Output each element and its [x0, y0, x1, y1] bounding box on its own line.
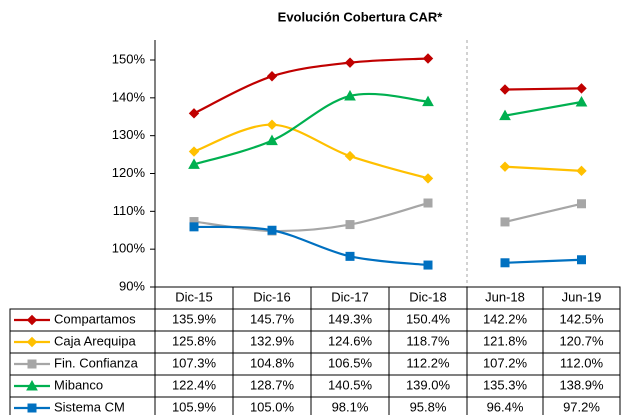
x-tick-label: Jun-18 — [485, 289, 525, 304]
legend-label: Compartamos — [54, 311, 136, 326]
table-cell: 95.8% — [410, 399, 447, 414]
x-tick-label: Dic-18 — [409, 289, 447, 304]
table-cell: 120.7% — [559, 333, 604, 348]
data-point — [577, 199, 586, 209]
table-cell: 125.8% — [172, 333, 217, 348]
data-point — [266, 134, 278, 146]
table-cell: 104.8% — [250, 355, 295, 370]
y-tick-label: 100% — [112, 241, 146, 256]
table-cell: 107.2% — [483, 355, 528, 370]
y-tick-label: 110% — [113, 203, 146, 218]
data-point — [499, 84, 511, 95]
table-cell: 135.9% — [172, 311, 217, 326]
data-point — [188, 158, 200, 169]
series-line — [504, 87, 582, 91]
legend-label: Fin. Confianza — [54, 355, 139, 370]
data-point — [189, 222, 199, 232]
table-cell: 118.7% — [406, 333, 450, 348]
series-line — [193, 92, 429, 166]
data-point — [267, 225, 277, 235]
table-cell: 105.9% — [172, 399, 217, 414]
table-cell: 122.4% — [172, 377, 217, 392]
table-cell: 142.5% — [559, 311, 604, 326]
data-point — [577, 255, 586, 265]
data-point — [499, 161, 511, 172]
table-cell: 145.7% — [250, 311, 295, 326]
legend-label: Mibanco — [54, 377, 103, 392]
data-point — [500, 258, 510, 268]
table-cell: 150.4% — [406, 311, 451, 326]
legend-marker — [26, 379, 38, 391]
x-tick-label: Dic-15 — [175, 289, 213, 304]
data-point — [188, 108, 200, 119]
data-point — [188, 146, 200, 157]
data-point — [500, 217, 510, 227]
data-point — [266, 71, 278, 82]
table-cell: 106.5% — [328, 355, 373, 370]
data-point — [422, 173, 434, 184]
table-cell: 128.7% — [250, 377, 295, 392]
legend-marker — [26, 314, 38, 326]
legend-marker — [27, 359, 37, 369]
data-point — [345, 251, 355, 261]
table-cell: 112.0% — [560, 355, 604, 370]
table-cell: 142.2% — [483, 311, 528, 326]
data-point — [422, 95, 434, 107]
table-cell: 121.8% — [483, 333, 528, 348]
table-header-border — [154, 286, 621, 310]
series-line — [504, 165, 582, 172]
series-line — [193, 225, 429, 267]
data-point — [422, 53, 434, 64]
series-line — [504, 100, 582, 117]
data-point — [423, 260, 433, 270]
series-line — [193, 123, 429, 180]
x-tick-label: Dic-17 — [331, 289, 369, 304]
legend-label: Caja Arequipa — [54, 333, 136, 348]
series-line — [193, 57, 429, 115]
data-point — [344, 89, 356, 101]
data-point — [423, 198, 433, 208]
table-cell: 96.4% — [487, 399, 524, 414]
table-cell: 149.3% — [328, 311, 373, 326]
table-cell: 138.9% — [559, 377, 604, 392]
legend-label: Sistema CM — [54, 399, 125, 414]
legend-marker — [27, 403, 37, 413]
y-tick-label: 140% — [112, 89, 146, 104]
table-cell: 135.3% — [483, 377, 528, 392]
y-tick-label: 130% — [112, 127, 146, 142]
table-cell: 98.1% — [332, 399, 369, 414]
series-line — [504, 258, 582, 264]
table-cell: 132.9% — [250, 333, 295, 348]
data-point — [575, 95, 588, 107]
y-tick-label: 120% — [112, 165, 146, 180]
table-cell: 139.0% — [406, 377, 451, 392]
series-line — [504, 202, 582, 223]
data-point — [576, 165, 587, 177]
y-tick-label: 90% — [119, 278, 145, 293]
table-cell: 97.2% — [563, 399, 600, 414]
x-tick-label: Dic-16 — [253, 289, 291, 304]
data-point — [576, 83, 587, 94]
data-point — [499, 109, 511, 121]
table-cell: 107.3% — [172, 355, 217, 370]
x-tick-label: Jun-19 — [562, 289, 602, 304]
table-cell: 124.6% — [328, 333, 373, 348]
chart-title: Evolución Cobertura CAR* — [278, 9, 444, 24]
table-cell: 105.0% — [250, 399, 295, 414]
table-cell: 112.2% — [406, 355, 450, 370]
legend-marker — [26, 336, 38, 348]
y-tick-label: 150% — [112, 51, 146, 66]
table-cell: 140.5% — [328, 377, 373, 392]
data-point — [344, 57, 356, 68]
data-point — [266, 119, 278, 130]
data-point — [344, 150, 356, 162]
data-point — [345, 220, 355, 230]
